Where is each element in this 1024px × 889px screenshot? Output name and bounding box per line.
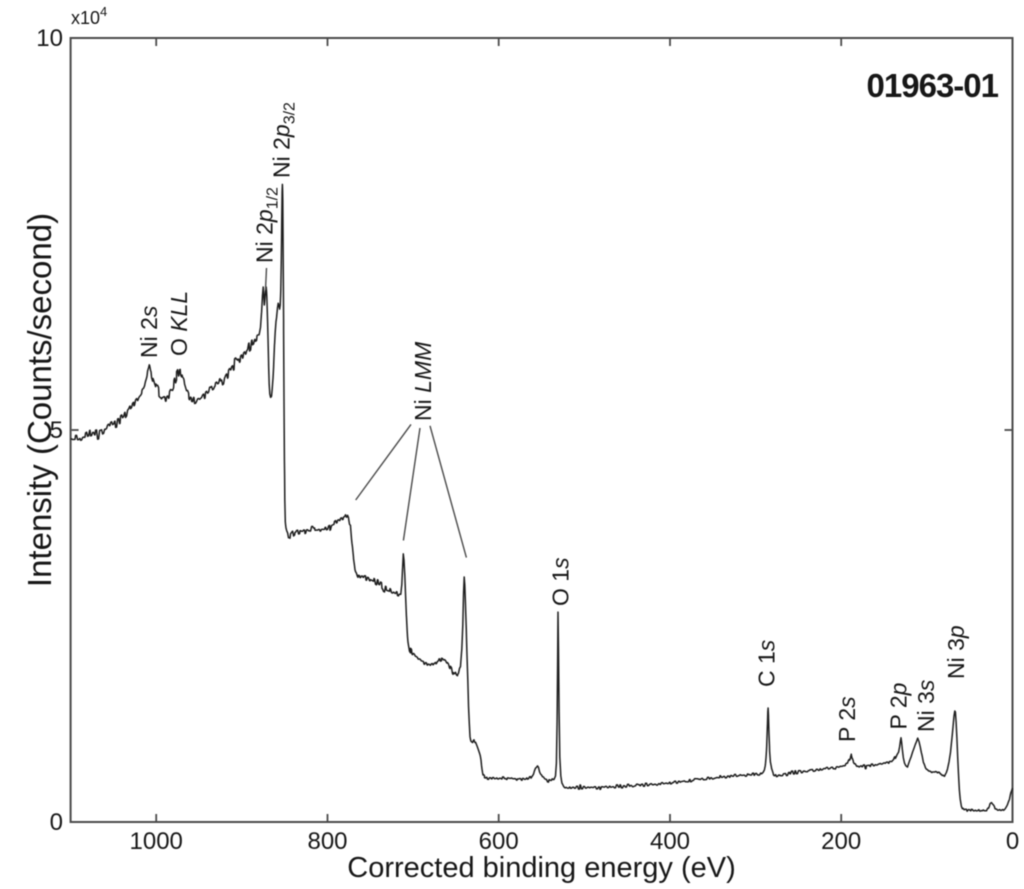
svg-text:Ni LMM: Ni LMM xyxy=(410,341,436,421)
svg-text:O KLL: O KLL xyxy=(166,291,192,356)
svg-text:Ni 2s: Ni 2s xyxy=(136,305,162,358)
svg-text:10: 10 xyxy=(36,25,63,52)
svg-text:Ni 3p: Ni 3p xyxy=(943,625,969,679)
svg-text:Ni 3s: Ni 3s xyxy=(913,679,939,732)
svg-text:01963-01: 01963-01 xyxy=(867,67,999,104)
svg-text:Corrected binding energy (eV): Corrected binding energy (eV) xyxy=(347,852,735,884)
svg-text:P 2p: P 2p xyxy=(886,682,912,729)
svg-text:P 2s: P 2s xyxy=(834,696,860,742)
svg-text:800: 800 xyxy=(307,828,347,855)
svg-text:1000: 1000 xyxy=(130,828,183,855)
svg-text:O 1s: O 1s xyxy=(548,557,574,606)
svg-text:Intensity (Counts/second): Intensity (Counts/second) xyxy=(21,213,58,587)
svg-text:400: 400 xyxy=(650,828,690,855)
svg-text:200: 200 xyxy=(821,828,861,855)
svg-text:0: 0 xyxy=(50,809,63,836)
svg-text:5: 5 xyxy=(50,417,63,444)
svg-text:0: 0 xyxy=(1006,828,1019,855)
svg-text:600: 600 xyxy=(479,828,519,855)
svg-text:C 1s: C 1s xyxy=(754,639,780,687)
